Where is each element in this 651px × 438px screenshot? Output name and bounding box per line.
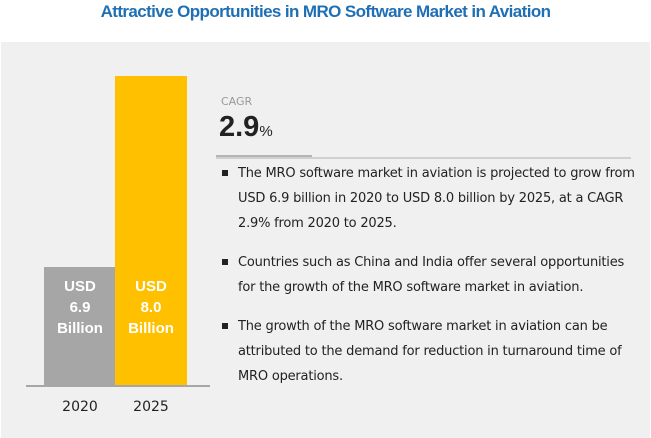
bar-2020-label-value: 6.9 [69,299,91,316]
key-point-text: Countries such as China and India offer … [238,255,625,295]
key-points-list: The MRO software market in aviation is p… [222,161,642,389]
key-point: The growth of the MRO software market in… [222,314,642,389]
bullet-square-icon [222,323,228,329]
bar-2025: USD 8.0 Billion [115,76,187,386]
chart-baseline [26,385,210,387]
bullet-square-icon [222,259,228,265]
cagr-number: 2.9 [219,111,260,143]
key-point: Countries such as China and India offer … [222,250,642,300]
bullet-square-icon [222,170,228,176]
cagr-unit: % [259,123,273,140]
page-title: Attractive Opportunities in MRO Software… [100,2,551,21]
bar-2020-label-currency: USD [64,278,96,295]
bar-2025-label-currency: USD [135,278,167,295]
bar-2025-label-value: 8.0 [140,299,162,316]
x-tick-2025: 2025 [133,399,169,415]
key-point: The MRO software market in aviation is p… [222,161,642,236]
bar-2025-label: USD 8.0 Billion [115,276,187,339]
bar-2020-label: USD 6.9 Billion [44,276,116,339]
bar-2020: USD 6.9 Billion [44,267,116,386]
bar-2025-label-unit: Billion [128,320,174,337]
divider [216,157,631,159]
bar-2020-label-unit: Billion [57,320,103,337]
key-point-text: The MRO software market in aviation is p… [238,166,635,231]
cagr-value: 2.9% [219,111,273,144]
key-point-text: The growth of the MRO software market in… [238,319,622,384]
cagr-label: CAGR [221,95,253,108]
x-tick-2020: 2020 [62,399,98,415]
